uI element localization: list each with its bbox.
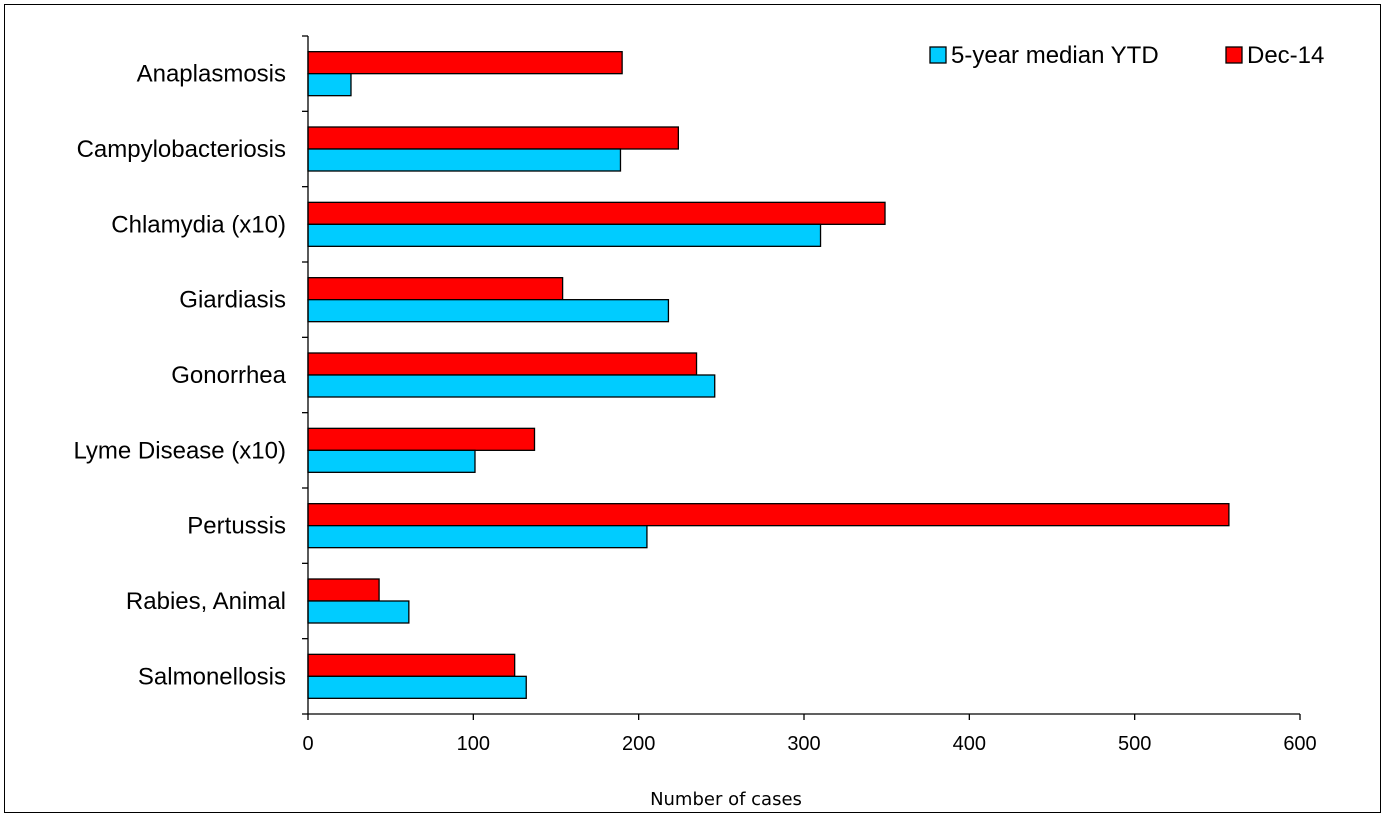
bar-dec14-6 [307, 503, 1230, 527]
bar-dec14-7 [307, 578, 380, 602]
legend-swatch-1 [1225, 46, 1243, 64]
x-tick-label: 200 [622, 733, 655, 755]
category-label: Rabies, Animal [126, 588, 286, 615]
bar-median-7 [307, 600, 410, 624]
bar-median-5 [307, 449, 476, 473]
bar-median-4 [307, 374, 716, 398]
legend-label-0: 5-year median YTD [951, 42, 1159, 69]
chart-frame [4, 4, 1381, 813]
category-label: Chlamydia (x10) [111, 211, 286, 238]
bars-group [307, 51, 1230, 699]
bar-dec14-2 [307, 201, 886, 225]
category-label: Pertussis [187, 513, 286, 540]
bar-median-3 [307, 299, 670, 323]
category-label: Salmonellosis [138, 663, 286, 690]
bar-dec14-8 [307, 653, 516, 677]
labels-group: Anaplasmosis Campylobacteriosis Chlamydia … [73, 61, 1316, 755]
bar-median-6 [307, 525, 648, 549]
bar-median-8 [307, 675, 527, 699]
bar-dec14-4 [307, 352, 698, 376]
x-tick-label: 100 [457, 733, 490, 755]
category-label: Lyme Disease (x10) [73, 437, 286, 464]
x-tick-label: 600 [1283, 733, 1316, 755]
category-label: Campylobacteriosis [77, 136, 286, 163]
category-label: Anaplasmosis [137, 61, 286, 88]
bar-dec14-3 [307, 277, 564, 301]
bar-dec14-5 [307, 427, 536, 451]
category-label: Giardiasis [179, 287, 286, 314]
x-tick-label: 0 [302, 733, 313, 755]
bar-median-0 [307, 73, 352, 97]
legend-swatch-0 [929, 46, 947, 64]
bar-dec14-0 [307, 51, 623, 75]
bar-dec14-1 [307, 126, 679, 150]
category-label: Gonorrhea [171, 362, 286, 389]
x-tick-label: 400 [953, 733, 986, 755]
legend-label-1: Dec-14 [1247, 42, 1324, 69]
x-tick-label: 300 [787, 733, 820, 755]
bar-median-2 [307, 223, 822, 247]
x-axis-title: Number of cases [650, 789, 802, 810]
x-tick-label: 500 [1118, 733, 1151, 755]
bar-median-1 [307, 148, 622, 172]
legend: 5-year median YTD Dec-14 [929, 42, 1324, 69]
axes-group [302, 35, 1301, 720]
